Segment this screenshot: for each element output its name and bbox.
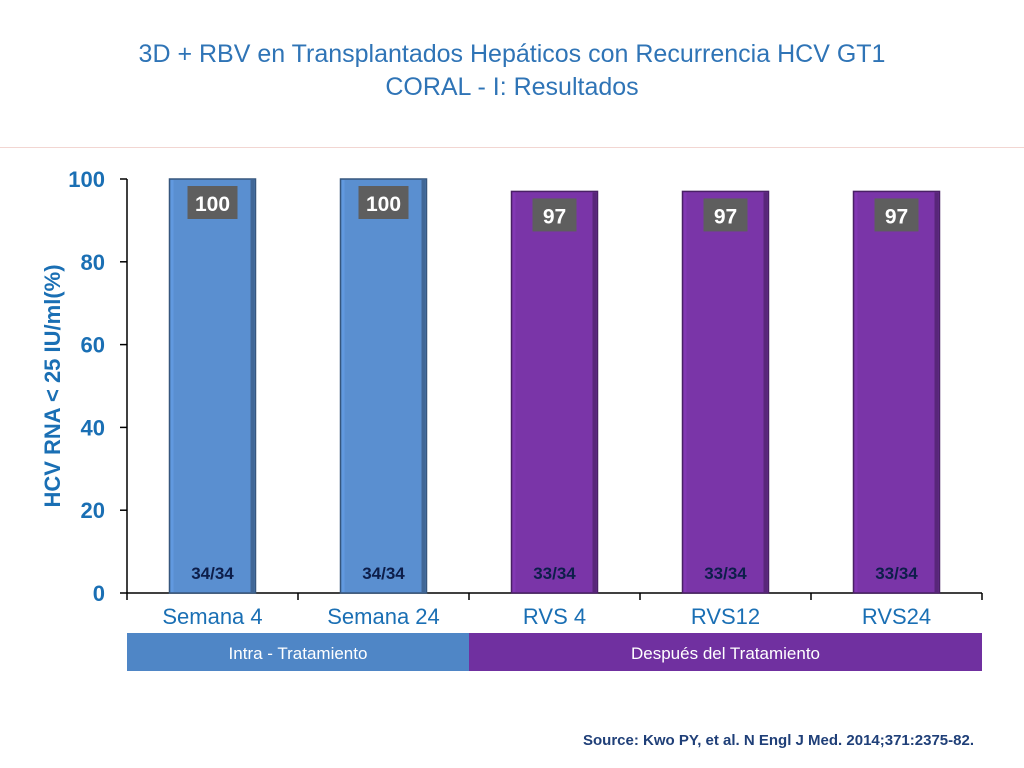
bar-shade	[250, 180, 255, 592]
slide-title-line-2: CORAL - I: Resultados	[385, 73, 639, 101]
category-label: Semana 24	[327, 604, 440, 629]
fraction-label: 33/34	[704, 564, 747, 583]
bar-shade	[421, 180, 426, 592]
bar-highlight	[683, 192, 687, 593]
title-divider	[0, 147, 1024, 148]
y-tick-label: 0	[93, 581, 105, 606]
value-label: 100	[366, 193, 401, 216]
y-tick-label: 60	[81, 333, 105, 358]
bar	[681, 190, 770, 594]
value-label-box	[358, 186, 409, 219]
category-label: RVS12	[691, 604, 760, 629]
y-axis-title: HCV RNA < 25 IU/ml(%)	[40, 264, 65, 507]
bar	[168, 178, 257, 594]
value-label: 100	[195, 193, 230, 216]
group-band	[127, 633, 469, 671]
bar	[852, 190, 941, 594]
y-tick-label: 100	[68, 167, 105, 192]
value-label: 97	[714, 205, 737, 228]
value-label-box	[187, 186, 238, 219]
y-tick-label: 40	[81, 415, 105, 440]
value-label: 97	[885, 205, 908, 228]
bar-highlight	[512, 192, 516, 593]
category-label: RVS 4	[523, 604, 586, 629]
category-label: RVS24	[862, 604, 931, 629]
slide-title-line-1: 3D + RBV en Transplantados Hepáticos con…	[138, 40, 886, 68]
slide-title: 3D + RBV en Transplantados Hepáticos con…	[0, 38, 1024, 104]
fraction-label: 34/34	[362, 564, 405, 583]
bar	[510, 190, 599, 594]
value-label-box	[874, 198, 919, 232]
fraction-label: 33/34	[533, 564, 576, 583]
bar-highlight	[854, 192, 858, 593]
bar-shade	[934, 192, 939, 593]
fraction-label: 34/34	[191, 564, 234, 583]
value-label-box	[703, 198, 748, 232]
group-band	[469, 633, 982, 671]
bar-highlight	[341, 180, 345, 592]
group-label: Después del Tratamiento	[631, 644, 820, 663]
bar-shade	[763, 192, 768, 593]
value-label-box	[532, 198, 577, 232]
y-tick-label: 80	[81, 250, 105, 275]
source-citation: Source: Kwo PY, et al. N Engl J Med. 201…	[583, 732, 974, 749]
y-tick-label: 20	[81, 498, 105, 523]
category-label: Semana 4	[162, 604, 262, 629]
bar-shade	[592, 192, 597, 593]
bar-highlight	[170, 180, 174, 592]
fraction-label: 33/34	[875, 564, 918, 583]
group-label: Intra - Tratamiento	[229, 644, 368, 663]
value-label: 97	[543, 205, 566, 228]
bar	[339, 178, 428, 594]
